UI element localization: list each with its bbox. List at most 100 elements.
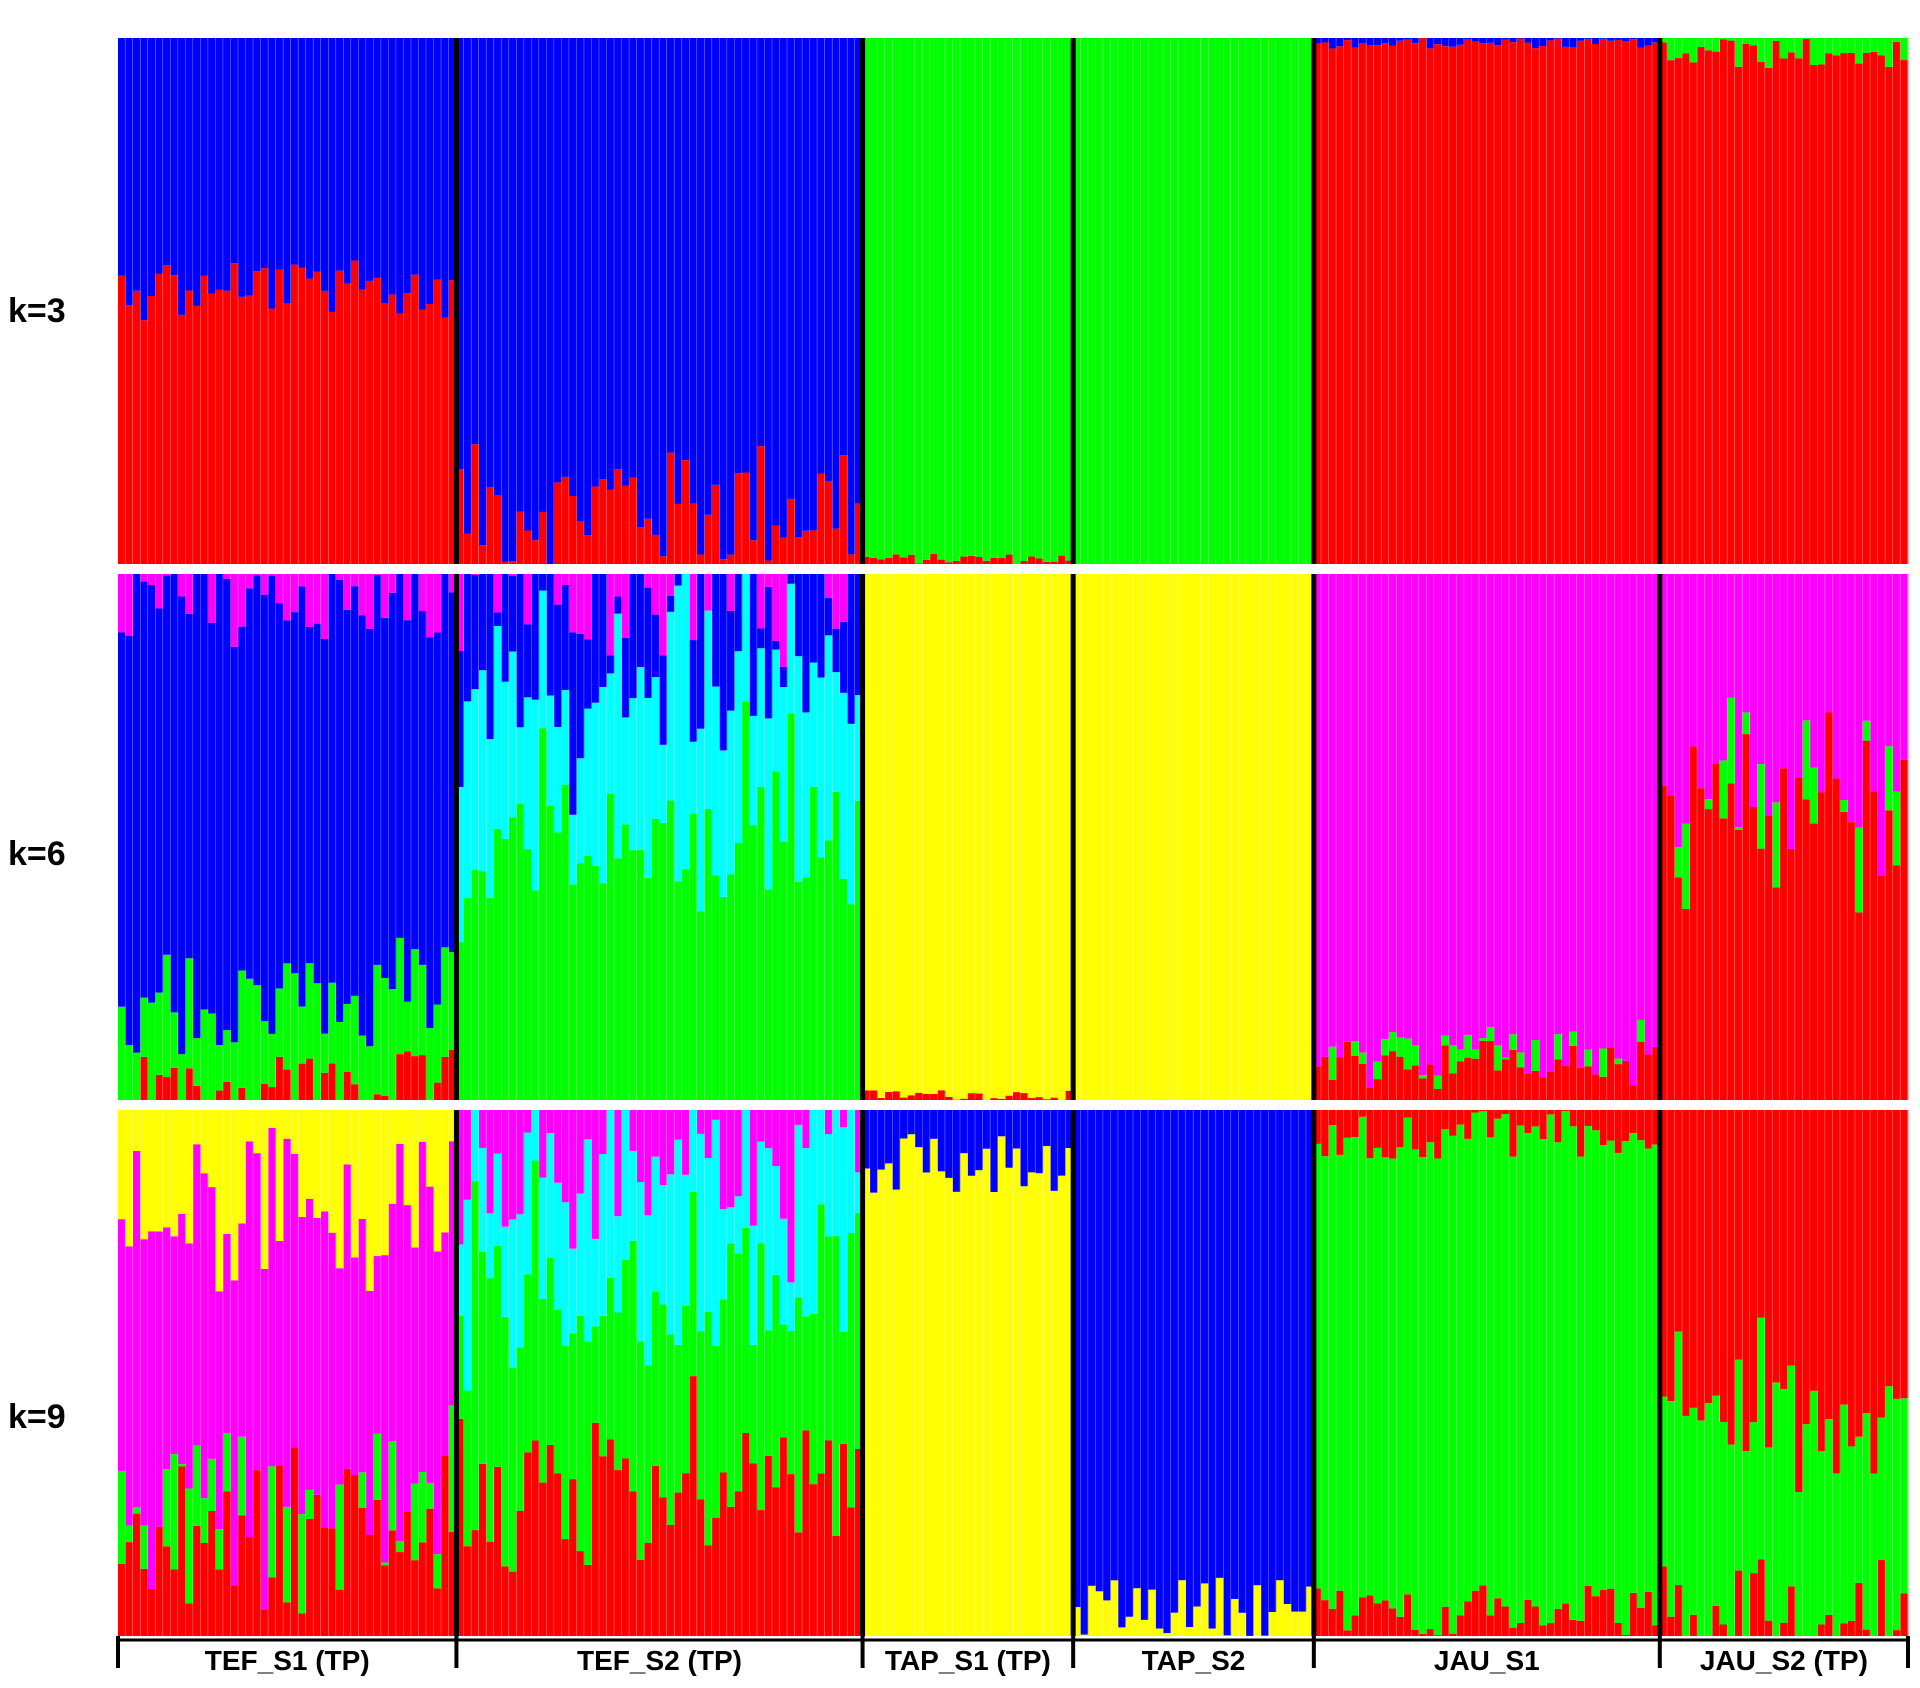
individual-separator	[726, 38, 728, 564]
admixture-bar-segment	[1629, 39, 1638, 565]
admixture-bar-segment	[1321, 1110, 1330, 1157]
admixture-bar-segment	[516, 727, 525, 805]
admixture-bar-segment	[817, 473, 826, 564]
admixture-bar-segment	[366, 38, 375, 281]
admixture-bar-segment	[531, 699, 540, 891]
individual-separator	[869, 38, 871, 564]
admixture-bar-segment	[629, 1491, 638, 1636]
individual-separator	[1824, 1110, 1826, 1636]
individual-separator	[1839, 38, 1841, 564]
admixture-bar-segment	[569, 1110, 578, 1249]
individual-separator	[267, 38, 269, 564]
admixture-bar-segment	[1464, 1138, 1473, 1602]
admixture-bar-segment	[1013, 38, 1021, 564]
admixture-bar-segment	[1539, 1077, 1548, 1100]
admixture-bar-segment	[366, 574, 375, 629]
individual-separator	[1418, 38, 1420, 564]
admixture-bar-segment	[163, 575, 171, 955]
individual-separator	[1260, 38, 1262, 564]
admixture-bar-segment	[260, 1110, 269, 1269]
individual-separator	[531, 574, 532, 1100]
admixture-bar-segment	[193, 1085, 202, 1100]
admixture-bar-segment	[463, 1546, 472, 1636]
admixture-bar-segment	[1659, 42, 1668, 564]
admixture-bar-segment	[283, 1110, 292, 1139]
individual-separator	[305, 574, 307, 1100]
admixture-bar-segment	[1020, 1186, 1029, 1636]
admixture-bar-segment	[215, 574, 224, 1045]
individual-separator	[403, 1110, 404, 1636]
admixture-bar-segment	[403, 1051, 412, 1100]
admixture-bar-segment	[336, 1484, 344, 1590]
admixture-bar-segment	[644, 1215, 653, 1366]
admixture-bar-segment	[1599, 1145, 1608, 1591]
individual-separator	[478, 38, 480, 564]
admixture-bar-segment	[1501, 1110, 1510, 1115]
admixture-bar-segment	[787, 1331, 796, 1475]
admixture-bar-segment	[193, 38, 202, 306]
admixture-bar-segment	[847, 1110, 856, 1234]
individual-separator	[1704, 574, 1705, 1100]
admixture-bar-segment	[448, 574, 457, 593]
individual-separator	[1177, 574, 1179, 1100]
individual-separator	[756, 1110, 758, 1636]
admixture-bar-segment	[1667, 574, 1676, 796]
admixture-bar-segment	[621, 1458, 630, 1636]
admixture-bar-segment	[1562, 38, 1570, 47]
admixture-bar-segment	[1870, 574, 1879, 792]
admixture-bar-segment	[1065, 38, 1074, 561]
admixture-bar-segment	[697, 1331, 705, 1500]
admixture-bar-segment	[140, 581, 149, 998]
admixture-bar-segment	[283, 1602, 292, 1636]
individual-separator	[1719, 38, 1720, 564]
individual-separator	[741, 1110, 743, 1636]
admixture-bar-segment	[982, 38, 991, 561]
admixture-bar-segment	[185, 1068, 194, 1100]
individual-separator	[1147, 1110, 1149, 1636]
admixture-bar-segment	[1313, 1143, 1322, 1589]
admixture-bar-segment	[1554, 1059, 1563, 1100]
panel-k=3	[118, 38, 1909, 565]
individual-separator	[1508, 574, 1510, 1100]
admixture-bar-segment	[193, 1144, 202, 1446]
admixture-bar-segment	[794, 574, 803, 657]
individual-separator	[1147, 38, 1149, 564]
admixture-bar-segment	[471, 870, 480, 1100]
admixture-bar-segment	[426, 38, 435, 304]
admixture-bar-segment	[937, 574, 946, 1091]
admixture-bar-segment	[388, 574, 397, 593]
admixture-bar-segment	[1637, 38, 1646, 48]
admixture-bar-segment	[388, 1110, 397, 1204]
individual-separator	[1719, 574, 1720, 1100]
individual-separator	[516, 574, 517, 1100]
admixture-bar-segment	[757, 1141, 766, 1244]
admixture-bar-segment	[1765, 1447, 1773, 1621]
admixture-bar-segment	[1103, 38, 1112, 564]
admixture-bar-segment	[1787, 1586, 1796, 1636]
admixture-bar-segment	[509, 561, 517, 564]
admixture-bar-segment	[1697, 1110, 1706, 1421]
admixture-bar-segment	[1396, 1616, 1405, 1636]
admixture-bar-segment	[1877, 38, 1886, 56]
individual-separator	[538, 38, 540, 564]
admixture-bar-segment	[1374, 1147, 1382, 1604]
admixture-bar-segment	[855, 574, 863, 696]
admixture-bar-segment	[230, 1042, 239, 1100]
admixture-bar-segment	[1231, 1110, 1239, 1599]
admixture-bar-segment	[1073, 574, 1081, 1100]
admixture-bar-segment	[1840, 1404, 1849, 1624]
admixture-bar-segment	[922, 1110, 931, 1173]
admixture-bar-segment	[1088, 574, 1097, 1100]
individual-separator	[704, 574, 705, 1100]
admixture-bar-segment	[712, 484, 720, 564]
individual-separator	[711, 574, 713, 1100]
admixture-bar-segment	[1562, 574, 1570, 1066]
admixture-bar-segment	[870, 574, 878, 1091]
admixture-bar-segment	[1328, 1110, 1337, 1126]
individual-separator	[350, 574, 352, 1100]
admixture-bar-segment	[388, 1203, 397, 1442]
admixture-bar-segment	[1524, 42, 1533, 564]
admixture-bar-segment	[1772, 574, 1781, 803]
admixture-bar-segment	[1674, 38, 1683, 59]
admixture-bar-segment	[1825, 1110, 1834, 1420]
